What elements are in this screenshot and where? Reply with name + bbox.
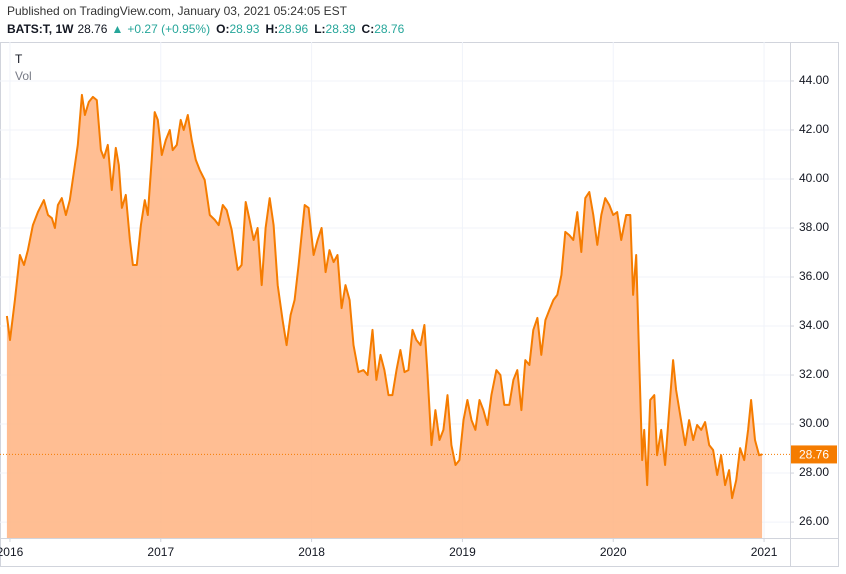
last-price-label: 28.76	[799, 448, 829, 462]
chart-frame	[0, 42, 839, 567]
last-price-tag	[791, 445, 837, 464]
y-tick-label: 44.00	[799, 73, 829, 87]
x-tick-label: 2017	[147, 545, 174, 559]
published-line: Published on TradingView.com, January 03…	[7, 4, 348, 18]
x-tick-label: 2020	[600, 545, 627, 559]
close-label: C:	[361, 22, 375, 36]
low-label: L:	[314, 22, 326, 36]
high-label: H:	[265, 22, 279, 36]
last-price: 28.76	[77, 22, 108, 36]
up-arrow: ▲	[111, 22, 124, 36]
legend-volume: Vol	[15, 69, 32, 83]
y-tick-label: 32.00	[799, 367, 829, 381]
price-area	[6, 94, 763, 538]
y-tick-label: 26.00	[799, 514, 829, 528]
y-tick-label: 36.00	[799, 269, 829, 283]
y-tick-label: 34.00	[799, 318, 829, 332]
y-tick-label: 42.00	[799, 122, 829, 136]
open-label: O:	[216, 22, 230, 36]
quote-line: BATS:T, 1W 28.76 ▲ +0.27 (+0.95%) O: 28.9…	[7, 22, 404, 36]
change: +0.27 (+0.95%)	[127, 22, 211, 36]
x-tick-label: 2018	[298, 545, 325, 559]
y-tick-label: 30.00	[799, 416, 829, 430]
x-tick-label: 2019	[449, 545, 476, 559]
price-line	[5, 93, 763, 500]
y-tick-label: 28.00	[799, 465, 829, 479]
symbol: BATS:T, 1W	[7, 22, 74, 36]
y-tick-label: 38.00	[799, 220, 829, 234]
close: 28.76	[374, 22, 405, 36]
open: 28.93	[229, 22, 260, 36]
y-tick-label: 40.00	[799, 171, 829, 185]
low: 28.39	[325, 22, 356, 36]
high: 28.96	[278, 22, 309, 36]
x-tick-label: 2021	[751, 545, 778, 559]
legend-symbol: T	[15, 52, 23, 66]
x-tick-label: 2016	[0, 545, 24, 559]
